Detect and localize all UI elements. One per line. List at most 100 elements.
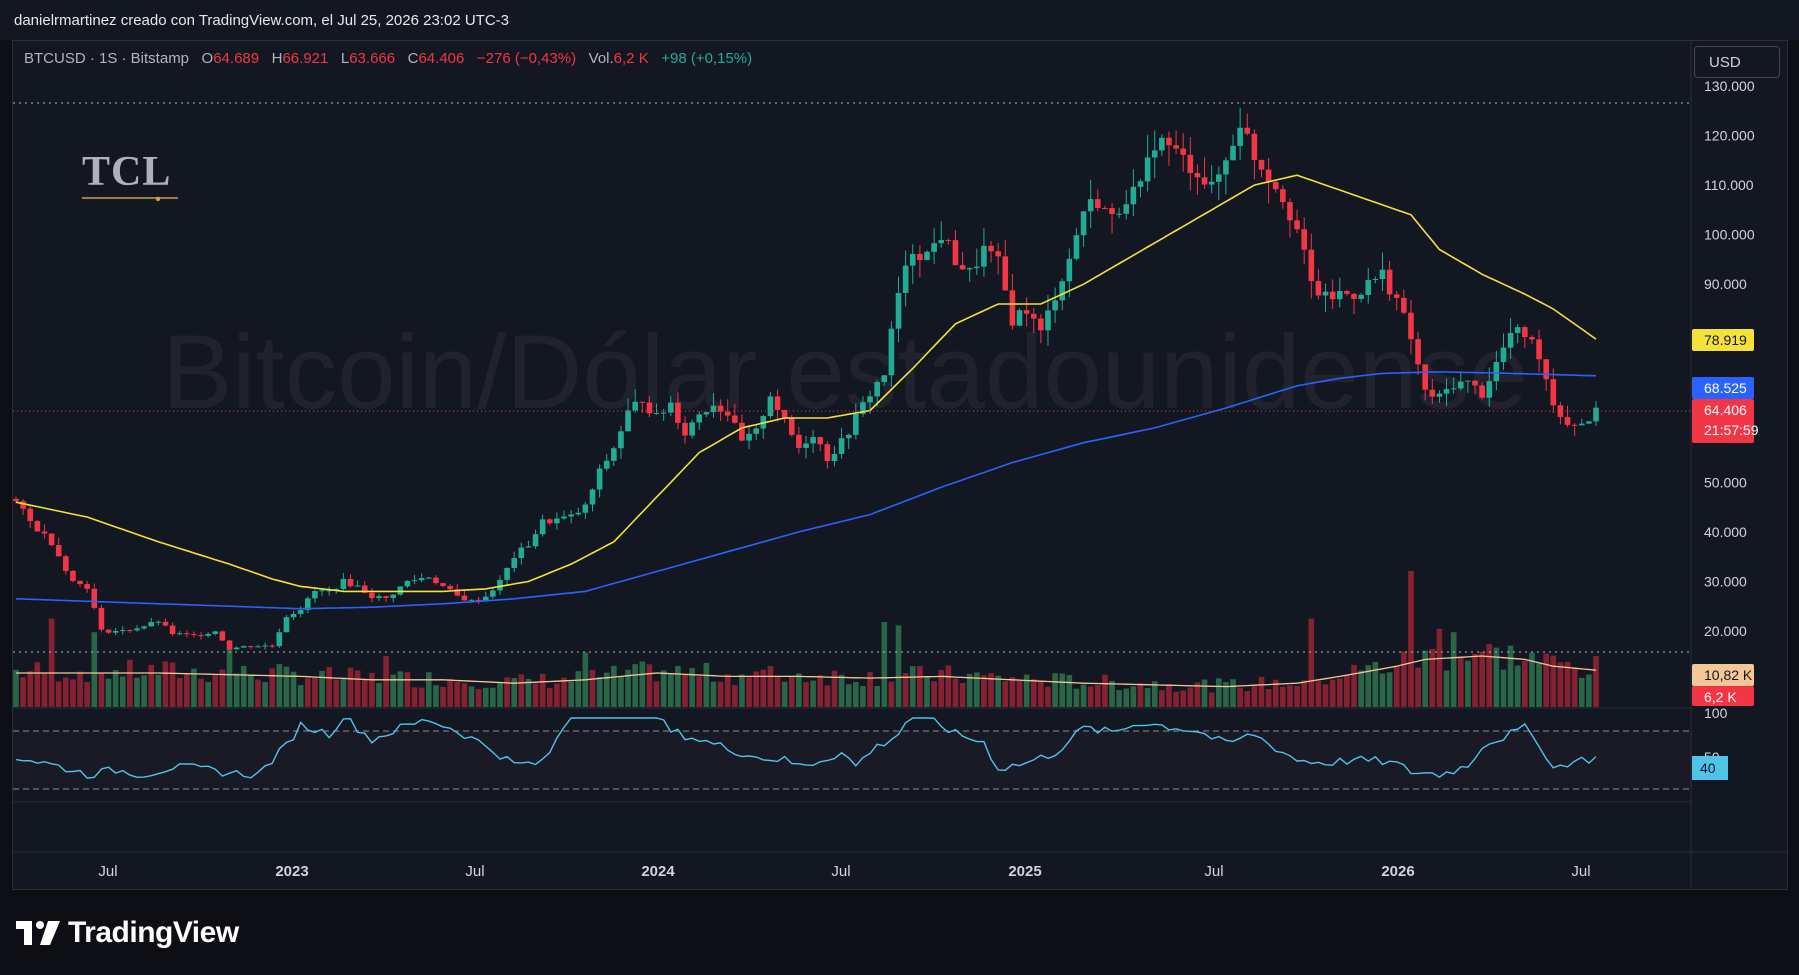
volume-bar	[1173, 691, 1179, 707]
volume-bar	[1571, 667, 1578, 707]
candle-body	[425, 577, 432, 579]
volume-bar	[1023, 674, 1030, 707]
candle-body	[191, 634, 197, 636]
volume-bar	[1586, 674, 1592, 707]
volume-bar	[1351, 664, 1357, 707]
legend-high-label: H	[271, 50, 283, 67]
volume-bar	[618, 676, 624, 707]
ma-slow-line	[15, 371, 1597, 610]
volume-bar	[1016, 680, 1023, 707]
candle-body	[1073, 235, 1080, 259]
candle-body	[55, 545, 62, 557]
volume-bar	[767, 666, 774, 707]
volume-bar	[924, 677, 930, 707]
candle-body	[1393, 294, 1400, 298]
volume-bar	[511, 678, 517, 707]
currency-button[interactable]: USD	[1694, 46, 1780, 78]
candle-body	[1208, 181, 1215, 185]
candle-body	[440, 583, 446, 586]
candle-body	[1159, 137, 1165, 151]
volume-bar	[490, 687, 496, 707]
volume-bar	[817, 675, 824, 707]
candle-body	[1351, 293, 1357, 299]
volume-bar	[1472, 654, 1478, 707]
volume-bar	[1393, 666, 1400, 707]
price-tick-label: 30.000	[1704, 573, 1747, 589]
candle-body	[1244, 127, 1251, 134]
candle-body	[511, 558, 517, 568]
candle-body	[895, 292, 902, 329]
volume-bar	[845, 684, 852, 707]
candle-body	[1066, 258, 1073, 282]
candle-body	[184, 633, 190, 635]
candle-body	[1137, 181, 1144, 187]
candle-body	[874, 381, 880, 397]
candle-body	[326, 590, 332, 592]
snapshot-title: danielrmartinez creado con TradingView.c…	[14, 12, 509, 29]
volume-bar	[1493, 647, 1500, 707]
volume-bar	[1237, 687, 1243, 707]
candle-body	[1443, 389, 1450, 394]
legend-symbol[interactable]: BTCUSD · 1S · Bitstamp	[24, 50, 190, 67]
volume-bar	[874, 686, 880, 707]
volume-bar	[1123, 688, 1130, 707]
volume-bar	[810, 680, 816, 707]
volume-bar	[1550, 655, 1557, 707]
volume-bar	[788, 676, 795, 707]
candle-body	[468, 599, 475, 601]
volume-bar	[753, 671, 759, 707]
volume-bar	[1030, 679, 1037, 707]
candle-body	[70, 570, 76, 581]
volume-bar	[411, 687, 418, 707]
candle-body	[127, 630, 133, 632]
candle-body	[1386, 269, 1393, 295]
candle-body	[1002, 256, 1009, 291]
volume-bar	[91, 632, 98, 707]
volume-bar	[340, 678, 347, 707]
volume-bar	[1578, 677, 1585, 707]
candle-body	[369, 592, 375, 599]
time-axis[interactable]: Jul 2023 Jul 2024 Jul 2025 Jul 2026 Jul	[98, 863, 1590, 880]
volume-bar	[1208, 692, 1215, 707]
candle-body	[41, 531, 48, 534]
volume-bar	[1066, 675, 1073, 707]
tradingview-brand[interactable]: TradingView	[16, 916, 239, 950]
candle-body	[162, 621, 169, 626]
volume-bar	[1450, 632, 1457, 707]
candle-body	[796, 434, 802, 448]
candle-body	[860, 402, 866, 414]
price-tick-label: 120.000	[1704, 128, 1755, 144]
candle-body	[788, 417, 795, 435]
volume-bar	[1215, 678, 1222, 707]
vol-ma-badge-box	[1692, 664, 1754, 686]
ma50-badge-box	[1692, 329, 1754, 351]
price-tick-label: 20.000	[1704, 623, 1747, 639]
volume-bar	[127, 659, 133, 707]
volume-bar	[1166, 684, 1172, 707]
candle-body	[1336, 291, 1343, 300]
candle-body	[1009, 290, 1016, 326]
tcl-logo-underline	[82, 196, 178, 202]
volume-bar	[1116, 690, 1122, 707]
candle-body	[433, 577, 439, 584]
volume-bar	[1251, 686, 1258, 707]
candle-body	[1379, 269, 1386, 279]
candle-body	[255, 646, 261, 648]
candle-body	[1358, 294, 1364, 299]
candle-body	[924, 251, 930, 261]
price-axis[interactable]: 130.000120.000110.000100.00090.00080.000…	[1704, 78, 1755, 639]
volume-bar	[1329, 679, 1336, 707]
candle-body	[283, 617, 290, 633]
volume-bar	[312, 677, 318, 707]
candle-body	[1123, 204, 1130, 214]
candle-body	[248, 646, 254, 648]
candle-body	[625, 410, 631, 432]
tcl-logo: TCL	[82, 148, 178, 202]
ma200-badge-box	[1692, 377, 1754, 399]
volume-bar	[240, 665, 247, 707]
candle-body	[959, 265, 966, 270]
volume-bar	[902, 673, 909, 707]
candle-body	[1194, 173, 1201, 178]
legend-low-label: L	[340, 50, 350, 67]
